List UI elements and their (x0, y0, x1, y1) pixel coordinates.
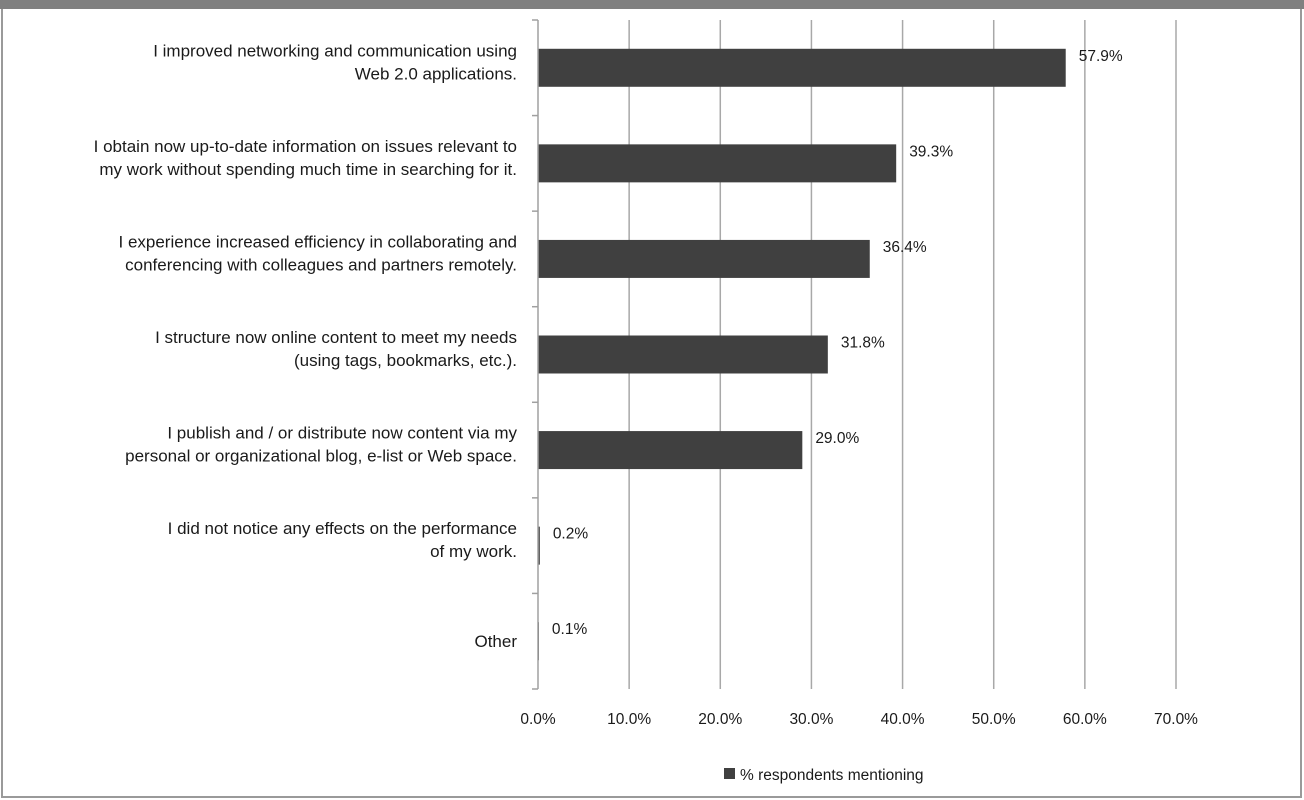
data-label: 0.1% (552, 621, 588, 638)
category-label: I publish and / or distribute now conten… (125, 424, 517, 466)
category-label-line: I structure now online content to meet m… (155, 328, 517, 347)
category-label-line: conferencing with colleagues and partner… (125, 255, 517, 274)
category-label: I did not notice any effects on the perf… (168, 519, 517, 561)
chart-frame (1, 9, 1302, 798)
x-tick-labels: 0.0% 10.0% 20.0% 30.0% 40.0% 50.0% 60.0% 70.0% (520, 711, 1198, 728)
category-label-line: of my work. (430, 542, 517, 561)
category-label-line: I experience increased efficiency in col… (119, 232, 518, 251)
data-label: 0.2% (553, 526, 589, 543)
x-tick-label: 30.0% (789, 711, 833, 728)
category-label: I improved networking and communication … (153, 41, 517, 83)
x-tick-label: 40.0% (881, 711, 925, 728)
x-tick-label: 20.0% (698, 711, 742, 728)
category-label-line: I obtain now up-to-date information on i… (94, 137, 517, 156)
category-label-line: personal or organizational blog, e-list … (125, 447, 517, 466)
bar (538, 48, 1066, 87)
category-label-line: my work without spending much time in se… (99, 160, 517, 179)
data-label: 31.8% (841, 335, 885, 352)
legend-label: % respondents mentioning (740, 767, 924, 784)
bar (538, 144, 897, 183)
category-axis (532, 19, 539, 690)
category-label-line: Web 2.0 applications. (355, 64, 517, 83)
category-label: I structure now online content to meet m… (155, 328, 517, 370)
category-labels: I improved networking and communication … (94, 41, 518, 651)
x-tick-label: 10.0% (607, 711, 651, 728)
data-labels: 57.9% 39.3% 36.4% 31.8% 29.0% 0.2% 0.1% (552, 48, 1123, 638)
category-label: I obtain now up-to-date information on i… (94, 137, 517, 179)
category-label: I experience increased efficiency in col… (119, 232, 518, 274)
data-label: 39.3% (909, 143, 953, 160)
bar (538, 526, 540, 565)
x-tick-label: 60.0% (1063, 711, 1107, 728)
x-tick-label: 0.0% (520, 711, 556, 728)
legend-swatch (724, 768, 735, 779)
bar (538, 431, 803, 470)
category-label-line: (using tags, bookmarks, etc.). (294, 351, 517, 370)
category-label-line: I improved networking and communication … (153, 41, 517, 60)
bar (538, 239, 870, 278)
data-label: 57.9% (1079, 48, 1123, 65)
top-border (0, 0, 1304, 9)
legend: % respondents mentioning (724, 767, 924, 784)
data-label: 36.4% (883, 239, 927, 256)
category-label: Other (474, 632, 517, 651)
category-label-line: Other (474, 632, 517, 651)
x-tick-label: 50.0% (972, 711, 1016, 728)
gridlines (628, 20, 1177, 689)
bar (538, 335, 828, 374)
bars (538, 48, 1066, 661)
x-tick-label: 70.0% (1154, 711, 1198, 728)
category-label-line: I publish and / or distribute now conten… (167, 424, 517, 443)
category-label-line: I did not notice any effects on the perf… (168, 519, 517, 538)
data-label: 29.0% (815, 430, 859, 447)
